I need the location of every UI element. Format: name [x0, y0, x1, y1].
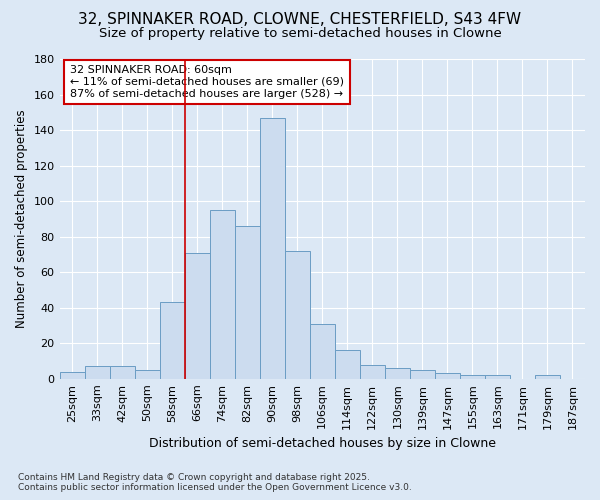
Bar	[385, 368, 410, 379]
Bar	[185, 252, 209, 379]
Bar	[410, 370, 435, 379]
Bar	[535, 376, 560, 379]
Bar	[235, 226, 260, 379]
Bar	[335, 350, 360, 379]
X-axis label: Distribution of semi-detached houses by size in Clowne: Distribution of semi-detached houses by …	[149, 437, 496, 450]
Bar	[460, 376, 485, 379]
Bar	[160, 302, 185, 379]
Bar	[285, 251, 310, 379]
Text: Contains HM Land Registry data © Crown copyright and database right 2025.
Contai: Contains HM Land Registry data © Crown c…	[18, 473, 412, 492]
Bar	[85, 366, 110, 379]
Y-axis label: Number of semi-detached properties: Number of semi-detached properties	[15, 110, 28, 328]
Bar	[310, 324, 335, 379]
Text: Size of property relative to semi-detached houses in Clowne: Size of property relative to semi-detach…	[98, 28, 502, 40]
Bar	[134, 370, 160, 379]
Bar	[360, 364, 385, 379]
Bar	[59, 372, 85, 379]
Text: 32, SPINNAKER ROAD, CLOWNE, CHESTERFIELD, S43 4FW: 32, SPINNAKER ROAD, CLOWNE, CHESTERFIELD…	[79, 12, 521, 28]
Bar	[260, 118, 285, 379]
Text: 32 SPINNAKER ROAD: 60sqm
← 11% of semi-detached houses are smaller (69)
87% of s: 32 SPINNAKER ROAD: 60sqm ← 11% of semi-d…	[70, 66, 344, 98]
Bar	[485, 376, 510, 379]
Bar	[110, 366, 134, 379]
Bar	[435, 374, 460, 379]
Bar	[209, 210, 235, 379]
